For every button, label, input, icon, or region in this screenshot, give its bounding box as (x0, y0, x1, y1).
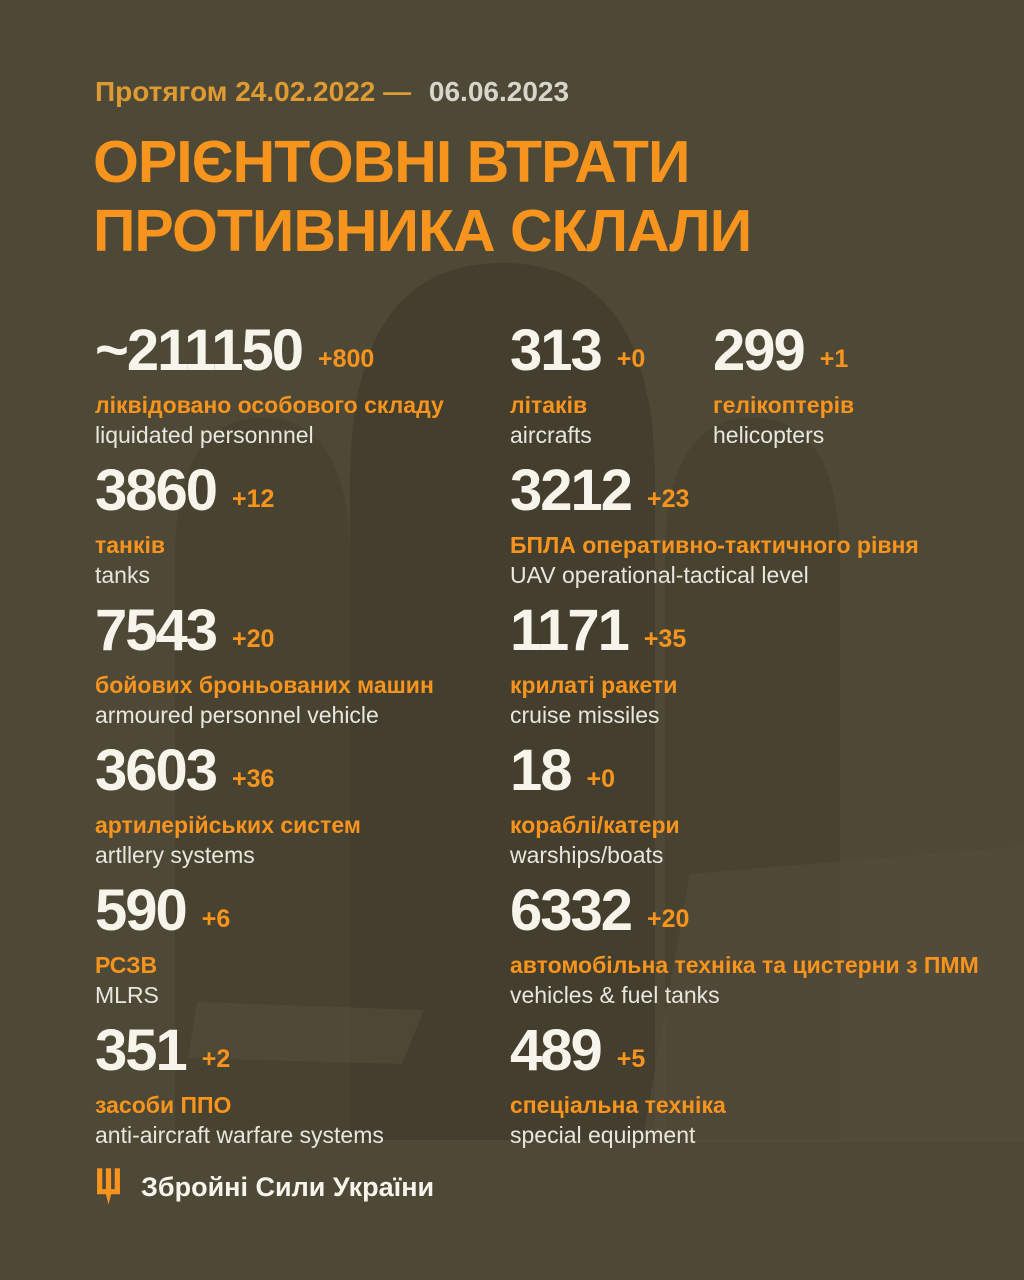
stat-uav: 3212 +23 БПЛА оперативно-тактичного рівн… (510, 462, 919, 589)
stat-number-row: ~211150 +800 (95, 322, 444, 380)
stat-label-uk: літаків (510, 392, 588, 418)
stat-value: ~211150 (95, 318, 304, 383)
stat-delta: +35 (643, 625, 687, 653)
page-title: ОРІЄНТОВНІ ВТРАТИ ПРОТИВНИКА СКЛАЛИ (93, 128, 752, 266)
footer: Збройні Сили України (95, 1168, 434, 1206)
period-prefix: Протягом 24.02.2022 — (95, 76, 412, 107)
stat-cruise-missiles: 1171 +35 крилаті ракети cruise missiles (510, 602, 686, 729)
stat-label-uk: спеціальна техніка (510, 1092, 726, 1118)
period-date: 06.06.2023 (428, 76, 570, 107)
stat-mlrs: 590 +6 РСЗВ MLRS (95, 882, 230, 1009)
stat-label-uk: БПЛА оперативно-тактичного рівня (510, 532, 919, 558)
stat-label-uk: автомобільна техніка та цистерни з ПММ (510, 952, 979, 978)
stat-label-uk: РСЗВ (95, 952, 158, 978)
stat-label-uk: бойових броньованих машин (95, 672, 434, 698)
stat-number-row: 1171 +35 (510, 602, 686, 660)
stat-aircrafts: 313 +0 літаків aircrafts (510, 322, 645, 449)
stat-label-en: artllery systems (95, 842, 255, 868)
stat-delta: +20 (647, 905, 690, 933)
stat-delta: +2 (201, 1045, 231, 1073)
stat-special: 489 +5 спеціальна техніка special equipm… (510, 1022, 726, 1149)
stat-personnel: ~211150 +800 ліквідовано особового склад… (95, 322, 444, 449)
stat-value: 351 (95, 1018, 188, 1083)
stat-delta: +1 (819, 345, 849, 373)
stat-number-row: 489 +5 (510, 1022, 726, 1080)
stat-value: 3603 (95, 738, 218, 803)
title-line-2: ПРОТИВНИКА СКЛАЛИ (93, 198, 752, 264)
stat-number-row: 6332 +20 (510, 882, 979, 940)
stat-label-en: helicopters (713, 422, 825, 448)
period-line: Протягом 24.02.2022 — 06.06.2023 (95, 76, 569, 108)
stat-number-row: 3860 +12 (95, 462, 274, 520)
stat-label-en: cruise missiles (510, 702, 660, 728)
stat-label-en: liquidated personnnel (95, 422, 314, 448)
stat-number-row: 3603 +36 (95, 742, 361, 800)
stat-number-row: 299 +1 (713, 322, 854, 380)
stat-tanks: 3860 +12 танків tanks (95, 462, 274, 589)
stat-label-en: vehicles & fuel tanks (510, 982, 720, 1008)
title-line-1: ОРІЄНТОВНІ ВТРАТИ (93, 129, 690, 195)
stat-delta: +23 (647, 485, 690, 513)
footer-org-name: Збройні Сили України (141, 1171, 435, 1202)
stat-label-en: aircrafts (510, 422, 592, 448)
stat-delta: +0 (586, 765, 616, 793)
stat-label-en: MLRS (95, 982, 159, 1008)
stat-value: 1171 (510, 598, 630, 663)
stat-value: 313 (510, 318, 603, 383)
stat-value: 7543 (95, 598, 218, 663)
stat-label-uk: ліквідовано особового складу (95, 392, 444, 418)
stat-number-row: 7543 +20 (95, 602, 434, 660)
stat-delta: +800 (318, 345, 375, 373)
stat-value: 6332 (510, 878, 633, 943)
stat-armoured: 7543 +20 бойових броньованих машин armou… (95, 602, 434, 729)
stat-value: 3212 (510, 458, 633, 523)
stat-label-en: anti-aircraft warfare systems (95, 1122, 384, 1148)
stat-delta: +0 (616, 345, 646, 373)
stat-helicopters: 299 +1 гелікоптерів helicopters (713, 322, 854, 449)
stat-label-en: warships/boats (510, 842, 664, 868)
stat-label-uk: танків (95, 532, 165, 558)
stat-label-en: armoured personnel vehicle (95, 702, 379, 728)
stat-value: 18 (510, 738, 572, 803)
stat-number-row: 18 +0 (510, 742, 680, 800)
stat-label-en: UAV operational-tactical level (510, 562, 809, 588)
stat-label-uk: артилерійських систем (95, 812, 361, 838)
stat-label-uk: кораблі/катери (510, 812, 680, 838)
stat-value: 590 (95, 878, 188, 943)
stat-delta: +12 (232, 485, 275, 513)
stat-number-row: 313 +0 (510, 322, 645, 380)
stat-label-uk: крилаті ракети (510, 672, 678, 698)
trident-icon (97, 1168, 120, 1205)
stat-number-row: 590 +6 (95, 882, 230, 940)
stat-warships: 18 +0 кораблі/катери warships/boats (510, 742, 680, 869)
stat-value: 3860 (95, 458, 218, 523)
stat-number-row: 351 +2 (95, 1022, 384, 1080)
stat-anti-aircraft: 351 +2 засоби ППО anti-aircraft warfare … (95, 1022, 384, 1149)
stat-vehicles: 6332 +20 автомобільна техніка та цистерн… (510, 882, 979, 1009)
stat-delta: +20 (232, 625, 275, 653)
stat-delta: +36 (232, 765, 275, 793)
stat-label-uk: гелікоптерів (713, 392, 855, 418)
stat-label-uk: засоби ППО (95, 1092, 232, 1118)
stat-value: 299 (713, 318, 806, 383)
stat-label-en: tanks (95, 562, 150, 588)
stat-delta: +5 (616, 1045, 646, 1073)
stat-number-row: 3212 +23 (510, 462, 919, 520)
stat-value: 489 (510, 1018, 603, 1083)
stat-artillery: 3603 +36 артилерійських систем artllery … (95, 742, 361, 869)
stat-delta: +6 (201, 905, 231, 933)
stat-label-en: special equipment (510, 1122, 696, 1148)
